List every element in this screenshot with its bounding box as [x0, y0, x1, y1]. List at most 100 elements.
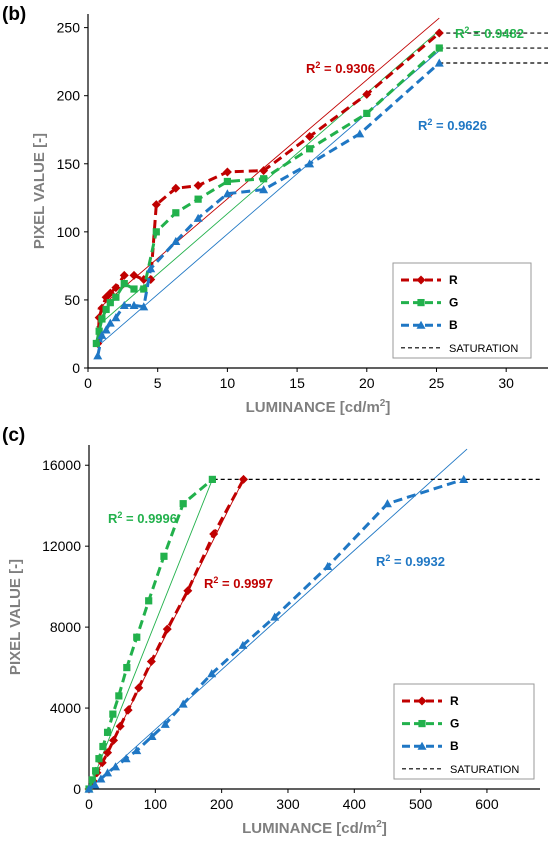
panel-b-x-tick-label: 20 [359, 375, 375, 391]
panel-b-series-R-point [259, 166, 269, 176]
panel-c-y-axis-title: PIXEL VALUE [-] [7, 559, 24, 675]
panel-b-series-G-point [306, 145, 314, 153]
panel-c-series-B-point [90, 780, 100, 789]
panel-c-series-G-point [95, 755, 103, 763]
panel-c-x-tick-label: 300 [276, 796, 300, 812]
panel-b-series-G-point [95, 327, 103, 335]
panel-c-legend-G-label: G [450, 717, 459, 731]
panel-b-series-B-point [222, 189, 232, 198]
panel-c-y-tick-label: 0 [73, 781, 81, 797]
panel-c-series-B-point [270, 612, 280, 621]
panel-c-series-R-point [109, 735, 119, 745]
panel-b-legend-saturation-label: SATURATION [449, 343, 518, 355]
panel-b-series-B-point [305, 159, 315, 168]
panel-c-series-G-point [145, 597, 153, 605]
panel-b-x-tick-label: 5 [154, 375, 162, 391]
panel-b-series-R-point [111, 283, 121, 293]
panel-b-series-G-point [260, 175, 268, 183]
panel-b-series-R-point [362, 89, 372, 99]
panel-b-series-G-point [435, 44, 443, 52]
panel-c-r2-B: R2 = 0.9932 [376, 553, 445, 569]
panel-b-series-G-point [172, 209, 180, 217]
panel-b-series-G-line [94, 46, 441, 344]
panel-c-series-B-point [382, 499, 392, 508]
panel-b-series-R-fit [97, 17, 440, 310]
panel-b-y-tick-label: 250 [57, 20, 81, 36]
panel-c-x-tick-label: 0 [85, 796, 93, 812]
panel-b-y-tick-label: 0 [72, 360, 80, 376]
panel-b-series-G-point [140, 285, 148, 293]
panel-b-legend-R-marker [416, 275, 426, 285]
panel-c-series-G-point [99, 742, 107, 751]
panel-c-series-G-fit [88, 479, 213, 790]
panel-c-y-tick-label: 8000 [50, 619, 81, 635]
panel-c-series-G-point [115, 692, 123, 700]
panel-c-x-tick-label: 400 [343, 796, 367, 812]
panel-c-series-B-point [132, 746, 142, 755]
panel-c-r2-R: R2 = 0.9997 [204, 575, 273, 591]
panel-c-series-G-point [103, 728, 112, 736]
panel-c-x-axis-title: LUMINANCE [cd/m2] [242, 819, 387, 837]
panel-c-series-R-point [123, 705, 133, 715]
panel-b-series-R-point [119, 270, 129, 280]
panel-b-series-B-point [105, 318, 115, 327]
panel-b-series-B-point [129, 300, 139, 309]
panel-b-series-B-point [193, 213, 203, 222]
panel-b-x-tick-label: 30 [498, 375, 514, 391]
panel-c-x-tick-label: 500 [409, 796, 433, 812]
panel-b-series-G-point [130, 285, 138, 293]
panel-c-series-G-point [208, 475, 216, 483]
panel-b-r2-G: R2 = 0.9482 [455, 25, 524, 41]
panel-b-series-B-point [146, 264, 156, 273]
panel-b-series-G-point [112, 293, 120, 301]
panel-c-series-B-point [121, 754, 131, 763]
panel-b-legend-R-label: R [449, 273, 458, 287]
panel-b-series-B-point [434, 58, 444, 67]
panel-c-series-B-point [84, 784, 94, 793]
panel-b-series-G-point [120, 279, 128, 288]
panel-c-legend-G-marker [418, 719, 426, 728]
panel-b-series-R-point [222, 167, 232, 177]
panel-c-series-B-point [238, 640, 248, 649]
panel-c-legend-B-label: B [450, 739, 459, 753]
panel-b-series-G-point [152, 228, 160, 236]
panel-c-series-B-point [160, 719, 170, 728]
panel-b-series-G-point [194, 195, 202, 203]
panel-c-series-G-point [160, 552, 168, 560]
panel-c-series-B-point [103, 768, 113, 777]
panel-b-r2-R: R2 = 0.9306 [306, 60, 375, 76]
panel-b-series-R-point [151, 200, 161, 210]
panel-b-y-tick-label: 100 [57, 224, 81, 240]
panel-b-legend-G-marker [417, 298, 425, 307]
panel-b-y-tick-label: 50 [64, 292, 80, 308]
panel-c-series-B-point [178, 699, 188, 708]
panel-c-series-R-point [115, 721, 125, 731]
panel-label-b: (b) [2, 4, 27, 25]
panel-b-x-tick-label: 0 [84, 375, 92, 391]
panel-c-series-R-point [239, 474, 249, 484]
panel-b-legend-B-marker [416, 320, 426, 329]
panel-label-c: (c) [2, 425, 26, 446]
panel-b-legend-B-label: B [449, 318, 458, 332]
panel-c-series-G-point [92, 767, 100, 775]
panel-b-series-G-fit [96, 29, 440, 328]
panel-b-series-B-point [97, 330, 107, 339]
panel-b-series-R-point [193, 181, 203, 191]
panel-c-series-G-point [109, 710, 117, 718]
panel-b-series-G-point [363, 109, 371, 117]
panel-c-legend-saturation-label: SATURATION [450, 764, 519, 776]
panel-b-series-B-point [355, 129, 365, 138]
panel-c-series-G-point [123, 663, 131, 672]
panel-c-series-B-point [96, 774, 106, 783]
panel-c-series-B-point [207, 669, 217, 678]
panel-b-series-R-point [434, 28, 444, 38]
panel-c-series-G-point [179, 500, 187, 508]
panel-c-series-B-point [459, 474, 469, 483]
panel-b-y-tick-label: 200 [57, 88, 81, 104]
panel-c-series-R-point [146, 657, 156, 667]
panel-c-x-tick-label: 200 [210, 796, 234, 812]
panel-b-y-axis-title: PIXEL VALUE [-] [31, 133, 48, 249]
panel-c-series-R-point [162, 624, 172, 634]
panel-c-y-tick-label: 16000 [42, 457, 81, 473]
